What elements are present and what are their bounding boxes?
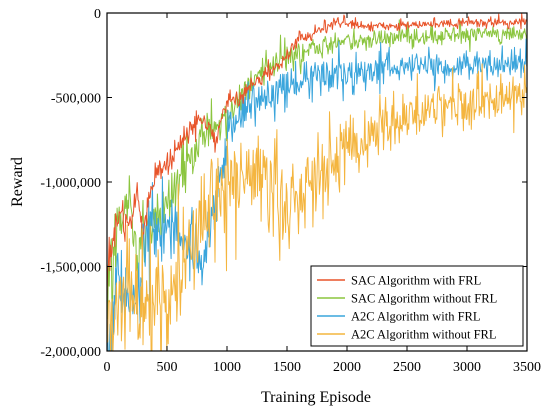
- x-tick-label: 2500: [393, 360, 421, 375]
- y-tick-label: -1,000,000: [40, 176, 101, 191]
- series-layer: [107, 13, 527, 351]
- series-line-1: [107, 13, 527, 301]
- x-axis-title: Training Episode: [261, 389, 371, 406]
- x-tick-label: 0: [104, 360, 111, 375]
- x-tick-label: 3500: [513, 360, 541, 375]
- series-line-3: [107, 38, 527, 351]
- y-axis-title: Reward: [9, 157, 26, 207]
- series-line-2: [107, 19, 527, 322]
- legend-label-3: A2C Algorithm with FRL: [351, 310, 481, 324]
- x-tick-label: 500: [157, 360, 178, 375]
- x-tick-label: 3000: [453, 360, 481, 375]
- legend-label-4: A2C Algorithm without FRL: [351, 328, 497, 342]
- legend-label-2: SAC Algorithm without FRL: [351, 292, 497, 306]
- x-tick-label: 1500: [273, 360, 301, 375]
- y-tick-label: -2,000,000: [40, 345, 101, 360]
- y-tick-label: -500,000: [51, 92, 101, 107]
- legend-box: [310, 265, 524, 347]
- y-tick-label: 0: [94, 7, 101, 22]
- legend: SAC Algorithm with FRL SAC Algorithm with…: [310, 265, 524, 347]
- legend-label-1: SAC Algorithm with FRL: [351, 274, 481, 288]
- ticks-layer: 0 500 1000 1500 2000 2500 3000 3500 0 -500,000 -1,…: [40, 7, 541, 375]
- series-line-4: [107, 63, 527, 351]
- x-tick-label: 1000: [213, 360, 241, 375]
- y-tick-label: -1,500,000: [40, 261, 101, 276]
- x-tick-label: 2000: [333, 360, 361, 375]
